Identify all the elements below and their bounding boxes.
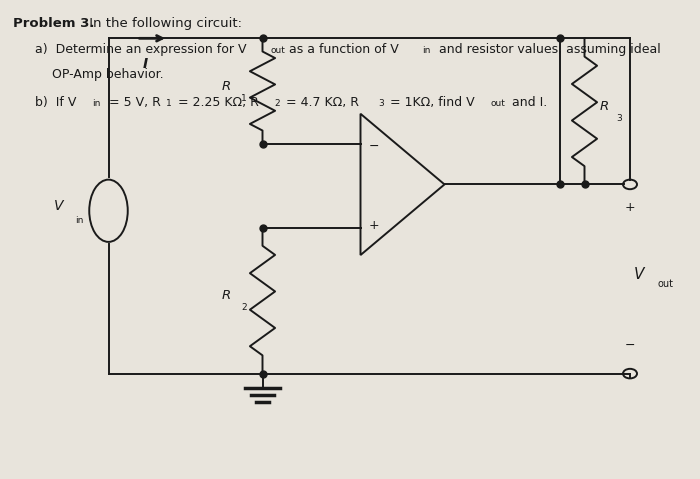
Text: 3: 3 (617, 114, 622, 123)
Text: R: R (222, 289, 231, 302)
Text: +: + (369, 218, 379, 232)
Text: out: out (270, 46, 285, 56)
Text: = 4.7 KΩ, R: = 4.7 KΩ, R (282, 96, 359, 109)
Text: 1: 1 (166, 99, 172, 108)
Text: V: V (53, 199, 63, 213)
Text: I: I (143, 57, 148, 71)
Text: in: in (422, 46, 430, 56)
Text: out: out (490, 99, 505, 108)
Text: 3: 3 (378, 99, 384, 108)
Text: In the following circuit:: In the following circuit: (85, 17, 242, 30)
Text: = 1KΩ, find V: = 1KΩ, find V (386, 96, 475, 109)
Text: in: in (75, 216, 83, 225)
Text: 1: 1 (241, 94, 247, 103)
Text: V: V (634, 267, 644, 282)
Text: b)  If V: b) If V (35, 96, 76, 109)
Text: 2: 2 (274, 99, 280, 108)
Text: −: − (624, 339, 636, 352)
Text: a)  Determine an expression for V: a) Determine an expression for V (35, 43, 246, 56)
Text: +: + (624, 201, 636, 214)
Text: and resistor values, assuming ideal: and resistor values, assuming ideal (435, 43, 661, 56)
Text: = 2.25 KΩ, R: = 2.25 KΩ, R (174, 96, 258, 109)
Text: R: R (222, 80, 231, 93)
Text: out: out (658, 279, 674, 289)
Text: 2: 2 (241, 303, 247, 312)
Text: OP-Amp behavior.: OP-Amp behavior. (52, 68, 164, 81)
Text: as a function of V: as a function of V (285, 43, 399, 56)
Text: = 5 V, R: = 5 V, R (105, 96, 161, 109)
Text: Problem 3.: Problem 3. (13, 17, 94, 30)
Text: R: R (600, 100, 609, 113)
Text: and I.: and I. (508, 96, 547, 109)
Text: −: − (369, 139, 379, 153)
Text: in: in (92, 99, 100, 108)
